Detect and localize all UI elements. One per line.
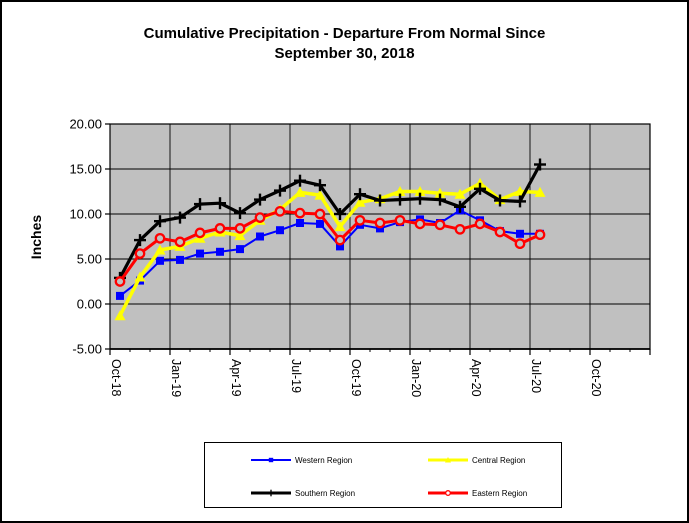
series-eastern: [114, 205, 546, 287]
square-marker: [316, 219, 324, 228]
legend-label-central: Central Region: [472, 455, 526, 465]
x-tick-label: Jul-20: [529, 359, 543, 393]
series-line-central: [118, 181, 541, 317]
circle-marker: [294, 207, 306, 219]
x-tick-label: Jan-19: [169, 359, 183, 397]
square-marker: [376, 224, 384, 233]
x-tick-label: Apr-20: [469, 359, 483, 397]
y-tick-label: -5.00: [72, 342, 102, 357]
triangle-marker: [154, 244, 166, 255]
square-marker: [268, 457, 274, 463]
circle-marker: [474, 218, 486, 230]
circle-marker: [394, 214, 406, 226]
circle-marker: [274, 205, 286, 217]
circle-marker: [154, 232, 166, 244]
circle-marker: [434, 219, 446, 231]
legend-entry-eastern: Eastern Region: [428, 486, 527, 500]
legend-entry-western: Western Region: [251, 453, 352, 467]
square-marker: [516, 229, 524, 238]
square-marker: [196, 249, 204, 258]
legend-line-sample-western: [251, 457, 291, 463]
square-marker: [156, 256, 164, 265]
x-tick-label: Oct-20: [589, 359, 603, 397]
legend-line-sample-southern: [251, 489, 291, 497]
circle-marker: [334, 234, 346, 246]
circle-marker: [494, 226, 506, 238]
x-tick-label: Oct-18: [109, 359, 123, 397]
legend-line-sample-eastern: [428, 490, 468, 496]
legend-entry-central: Central Region: [428, 453, 525, 467]
triangle-marker: [414, 186, 426, 196]
circle-marker: [534, 229, 546, 241]
legend-label-southern: Southern Region: [295, 488, 356, 498]
circle-marker: [454, 223, 466, 235]
x-tick-label: Jul-19: [289, 359, 303, 393]
legend-label-western: Western Region: [295, 455, 353, 465]
circle-marker: [414, 218, 426, 230]
circle-marker: [445, 490, 451, 496]
square-marker: [176, 255, 184, 264]
circle-marker: [374, 217, 386, 229]
circle-marker: [134, 248, 146, 259]
x-tick-label: Oct-19: [349, 359, 363, 397]
series-line-eastern: [118, 209, 541, 283]
y-tick-label: 15.00: [69, 162, 102, 177]
triangle-marker: [394, 186, 406, 196]
triangle-marker: [434, 187, 446, 198]
triangle-marker: [314, 189, 326, 200]
y-tick-label: 0.00: [77, 297, 102, 312]
triangle-marker: [454, 188, 466, 199]
triangle-marker: [354, 196, 366, 207]
x-tick-label: Apr-19: [229, 359, 243, 397]
square-marker: [236, 245, 244, 254]
series-line-southern: [118, 163, 542, 279]
triangle-marker: [294, 186, 306, 197]
circle-marker: [254, 212, 266, 223]
square-marker: [116, 291, 124, 300]
square-marker: [336, 242, 344, 251]
square-marker: [296, 219, 304, 227]
circle-marker: [354, 214, 366, 226]
circle-marker: [234, 223, 246, 234]
triangle-marker: [134, 271, 146, 282]
triangle-marker: [234, 230, 246, 241]
legend-label-eastern: Eastern Region: [472, 488, 528, 498]
legend-entry-southern: Southern Region: [251, 486, 355, 500]
circle-marker: [514, 238, 526, 250]
series-southern: [114, 158, 546, 284]
circle-marker: [114, 276, 126, 287]
triangle-marker: [534, 186, 546, 197]
y-tick-label: 20.00: [69, 117, 102, 132]
square-marker: [276, 226, 284, 235]
triangle-marker: [444, 456, 452, 463]
square-marker: [256, 232, 264, 241]
legend-line-sample-central: [428, 456, 468, 463]
chart-title-line1: Cumulative Precipitation - Departure Fro…: [143, 25, 546, 42]
chart-title-line2: September 30, 2018: [274, 45, 415, 62]
circle-marker: [214, 223, 226, 234]
circle-marker: [174, 236, 186, 248]
triangle-marker: [334, 221, 346, 232]
y-tick-label: 10.00: [69, 207, 102, 222]
x-tick-label: Jan-20: [409, 359, 423, 397]
series-western: [116, 206, 544, 300]
legend: Western Region Central Region Southern R…: [204, 442, 562, 508]
chart-title: Cumulative Precipitation - Departure Fro…: [2, 24, 687, 64]
series-line-western: [119, 209, 540, 297]
y-tick-label: 5.00: [77, 252, 102, 267]
circle-marker: [314, 208, 326, 220]
square-marker: [216, 247, 224, 256]
triangle-marker: [114, 310, 126, 321]
circle-marker: [194, 227, 206, 239]
